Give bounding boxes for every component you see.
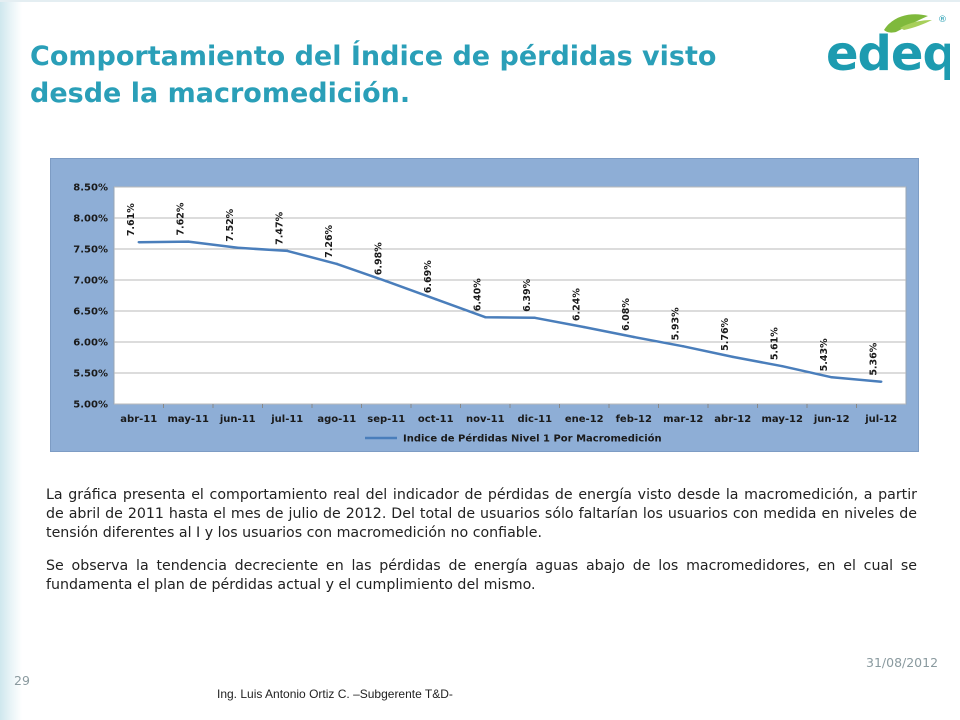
data-label: 6.08% (621, 298, 632, 331)
description-paragraph-2: Se observa la tendencia decreciente en l… (46, 558, 917, 593)
series-line (138, 240, 882, 383)
x-tick-label: jun-12 (813, 414, 850, 425)
data-label: 6.69% (423, 260, 434, 293)
data-point (385, 280, 388, 283)
slide-date: 31/08/2012 (866, 655, 939, 670)
data-point (583, 325, 586, 329)
x-tick-label: jul-12 (864, 414, 897, 425)
left-decorative-bar (0, 0, 22, 720)
logo-registered-mark: ® (938, 15, 947, 25)
logo-leaf-icon (884, 14, 928, 33)
data-label: 6.24% (572, 288, 583, 321)
x-tick-label: may-11 (168, 414, 209, 425)
data-label: 5.93% (671, 307, 682, 340)
x-tick-label: abr-11 (120, 414, 157, 425)
loss-index-chart: 5.00% 5.50% 6.00% 6.50% 7.00% 7.50% 8.00% 8.50%… (50, 158, 919, 452)
data-point (434, 298, 437, 301)
data-label: 6.39% (522, 278, 533, 311)
data-point (682, 345, 685, 348)
x-tick-label: jul-11 (270, 414, 303, 425)
data-label: 6.98% (374, 242, 385, 275)
x-tick-label: may-12 (762, 414, 803, 425)
plot-area (113, 186, 907, 405)
logo-text: edeq (826, 26, 950, 82)
x-tick-label: mar-12 (663, 414, 703, 425)
y-tick-label: 7.50% (73, 245, 108, 256)
y-tick-label: 6.50% (73, 307, 108, 318)
data-label: 7.26% (324, 224, 335, 257)
y-tick-label: 5.00% (73, 400, 108, 411)
data-point (830, 376, 833, 379)
data-label: 7.61% (126, 203, 137, 236)
data-label: 5.43% (819, 338, 830, 371)
data-label: 5.61% (770, 327, 781, 360)
description-text: La gráfica presenta el comportamiento re… (46, 486, 917, 609)
legend-label: Indice de Pérdidas Nivel 1 Por Macromedi… (403, 433, 662, 445)
data-point (533, 316, 536, 320)
y-tick-label: 6.00% (73, 338, 108, 349)
logo-leaf-icon-small (900, 20, 932, 30)
data-point (632, 335, 635, 339)
data-point (137, 240, 140, 244)
y-tick-label: 7.00% (73, 276, 108, 287)
x-tick-label: ene-12 (565, 414, 604, 425)
data-point (236, 246, 239, 249)
x-tick-label: feb-12 (616, 414, 652, 425)
data-label: 7.47% (275, 211, 286, 244)
data-point (781, 364, 784, 368)
data-point (731, 355, 734, 359)
data-label: 6.40% (473, 278, 484, 311)
data-point (187, 240, 190, 243)
edeq-logo: edeq ® (826, 14, 950, 82)
slide-title: Comportamiento del Índice de pérdidas vi… (30, 38, 790, 112)
data-label: 5.36% (869, 342, 880, 375)
x-tick-label: ago-11 (317, 414, 356, 425)
y-tick-label: 8.00% (73, 214, 108, 225)
data-point (286, 249, 289, 253)
chart-svg: 5.00% 5.50% 6.00% 6.50% 7.00% 7.50% 8.00% 8.50%… (73, 183, 907, 445)
data-label: 5.76% (720, 317, 731, 350)
title-line-2: desde la macromedición. (30, 78, 411, 109)
title-line-1: Comportamiento del Índice de pérdidas vi… (30, 41, 717, 72)
x-tick-label: dic-11 (517, 414, 552, 425)
description-paragraph-1: La gráfica presenta el comportamiento re… (46, 487, 917, 541)
data-label: 7.62% (176, 202, 187, 235)
x-tick-label: jun-11 (219, 414, 256, 425)
y-tick-label: 8.50% (73, 183, 108, 194)
data-point (880, 380, 883, 383)
x-tick-label: sep-11 (367, 414, 405, 425)
author-footer: Ing. Luis Antonio Ortiz C. –Subgerente T… (217, 687, 453, 701)
x-tick-label: oct-11 (418, 414, 454, 425)
x-tick-label: nov-11 (466, 414, 505, 425)
data-point (484, 316, 487, 319)
page-number: 29 (14, 673, 30, 688)
top-decorative-line (0, 0, 960, 2)
data-label: 7.52% (225, 208, 236, 241)
x-tick-label: abr-12 (714, 414, 751, 425)
y-tick-label: 5.50% (73, 369, 108, 380)
data-point (335, 262, 338, 266)
